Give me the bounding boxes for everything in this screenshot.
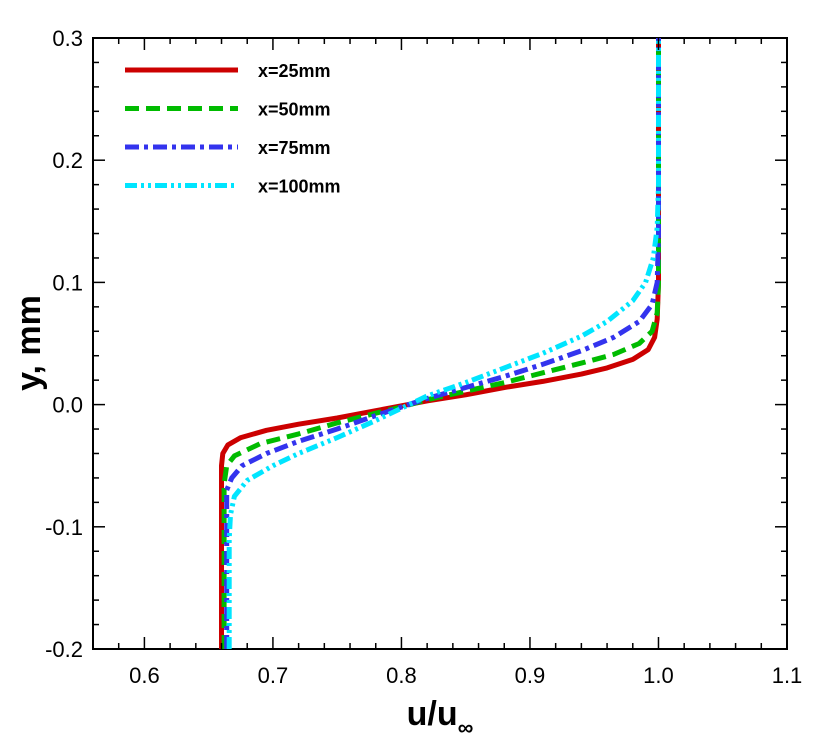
legend-label-2: x=50mm [258, 100, 331, 120]
legend-label-3: x=75mm [258, 138, 331, 158]
x-tick-label: 0.7 [258, 663, 289, 688]
x-axis-title-subscript: ∞ [458, 715, 474, 739]
y-tick-label: 0.3 [52, 26, 83, 51]
y-axis-title: y, mm [10, 295, 48, 391]
y-tick-label: 0.0 [52, 393, 83, 418]
y-tick-label: -0.2 [45, 637, 83, 662]
x-tick-label: 0.6 [129, 663, 160, 688]
axes-layer: 0.6 0.7 0.8 0.9 1.0 1.1 -0.2 -0.1 0.0 0.1 0.2 0.3 [45, 26, 802, 688]
series-line-2 [221, 38, 661, 649]
legend-label-4: x=100mm [258, 177, 341, 197]
x-tick-label: 0.9 [515, 663, 546, 688]
x-tick-label: 0.8 [386, 663, 417, 688]
series-line-4 [226, 38, 661, 649]
series-layer [219, 38, 661, 649]
plot-area [92, 37, 788, 650]
x-axis-title: u/u∞ [407, 695, 474, 739]
y-tick-label: 0.2 [52, 148, 83, 173]
x-tick-label: 1.1 [772, 663, 803, 688]
legend-label-1: x=25mm [258, 61, 331, 81]
legend: x=25mm x=50mm x=75mm x=100mm [125, 61, 341, 197]
y-tick-label: -0.1 [45, 515, 83, 540]
y-tick-label: 0.1 [52, 270, 83, 295]
x-axis-title-main: u/u [407, 695, 458, 733]
x-tick-label: 1.0 [643, 663, 674, 688]
